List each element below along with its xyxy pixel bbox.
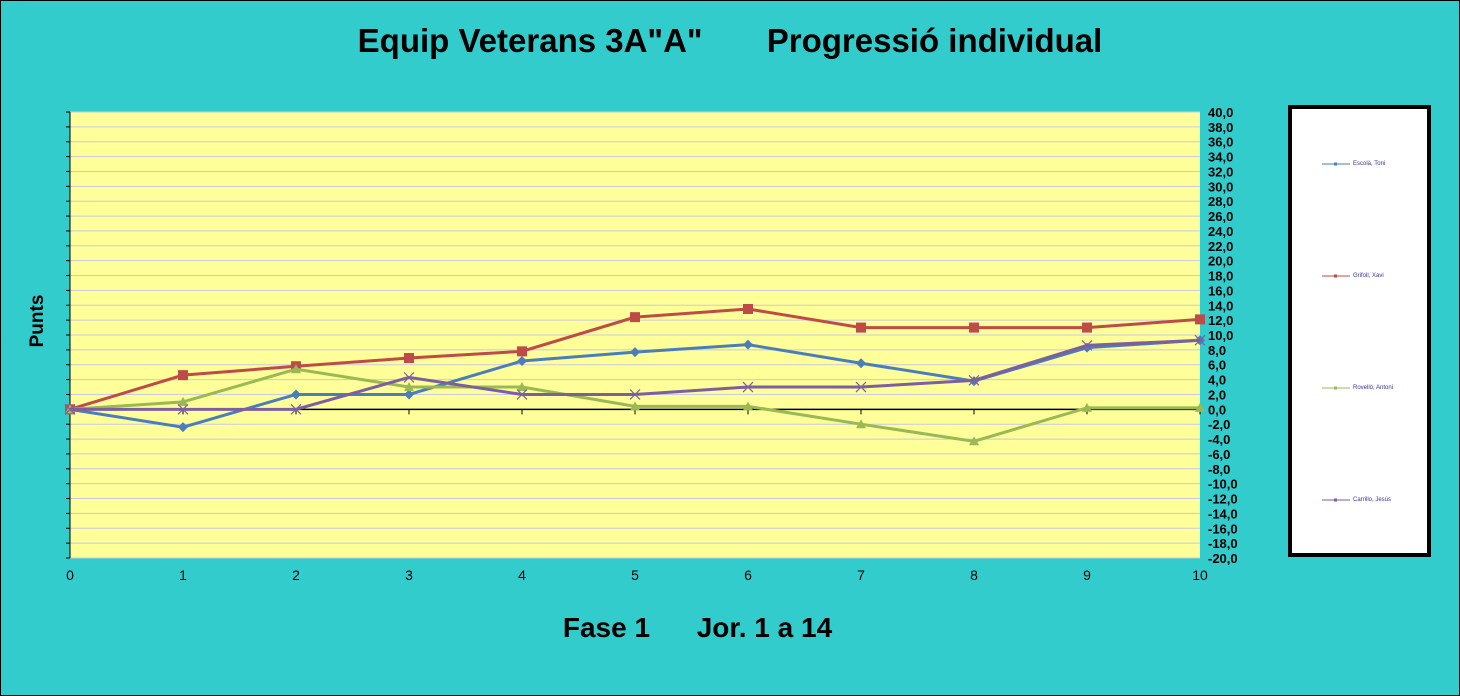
x-tick-label: 5 — [631, 567, 639, 583]
y-tick-label: 16,0 — [1208, 283, 1233, 298]
x-tick-label: 9 — [1083, 567, 1091, 583]
y-tick-label: 30,0 — [1208, 179, 1233, 194]
data-point — [404, 382, 414, 392]
y-tick-label: 28,0 — [1208, 194, 1233, 209]
y-tick-label: 24,0 — [1208, 224, 1233, 239]
data-point — [743, 303, 753, 314]
y-tick-label: -18,0 — [1208, 536, 1238, 551]
data-point — [630, 312, 640, 323]
y-tick-label: -14,0 — [1208, 506, 1238, 521]
data-point — [291, 364, 301, 374]
x-axis-title: Fase 1 Jor. 1 a 14 — [562, 612, 833, 643]
data-point — [1081, 339, 1093, 351]
y-tick-label: 38,0 — [1208, 120, 1233, 135]
data-point — [517, 356, 527, 367]
legend-swatch-icon — [1322, 498, 1350, 502]
x-tick-label: 0 — [66, 567, 74, 583]
x-tick-label: 7 — [857, 567, 865, 583]
data-point — [516, 389, 528, 400]
data-point — [629, 389, 641, 400]
y-tick-label: 20,0 — [1208, 254, 1233, 269]
y-tick-label: 12,0 — [1208, 313, 1233, 328]
data-point — [1082, 402, 1092, 412]
data-point — [630, 347, 640, 358]
data-point — [968, 374, 980, 386]
legend-label: Carrillo, Jesús — [1353, 497, 1392, 503]
legend-item: Carrillo, Jesús — [1322, 496, 1391, 504]
data-point — [290, 403, 302, 415]
data-point — [403, 371, 415, 383]
x-tick-label: 8 — [970, 567, 978, 583]
y-tick-label: -12,0 — [1208, 492, 1238, 507]
data-point — [630, 401, 640, 411]
y-tick-label: 0,0 — [1208, 402, 1226, 417]
y-tick-label: 4,0 — [1208, 373, 1226, 388]
y-tick-label: -16,0 — [1208, 521, 1238, 536]
data-point — [1082, 322, 1092, 333]
y-tick-label: -6,0 — [1208, 447, 1230, 462]
data-point — [743, 339, 753, 350]
chart-title: Equip Veterans 3A"A" Progressió individu… — [357, 22, 1103, 59]
data-point — [64, 403, 76, 415]
y-tick-label: 32,0 — [1208, 164, 1233, 179]
x-tick-label: 4 — [518, 567, 526, 583]
data-point — [291, 389, 301, 400]
data-point — [856, 419, 866, 429]
x-tick-label: 3 — [405, 567, 413, 583]
y-tick-label: 18,0 — [1208, 269, 1233, 284]
y-tick-label: 2,0 — [1208, 387, 1226, 402]
legend-item: Rovellò, Antoni — [1322, 384, 1393, 392]
y-tick-label: 22,0 — [1208, 239, 1233, 254]
data-point — [969, 436, 979, 446]
legend-item: Escolà, Toni — [1322, 160, 1385, 168]
x-tick-label: 2 — [292, 567, 300, 583]
y-tick-label: -20,0 — [1208, 551, 1238, 566]
y-tick-label: 8,0 — [1208, 343, 1226, 358]
data-point — [1195, 314, 1205, 325]
data-point — [743, 401, 753, 411]
y-tick-label: 6,0 — [1208, 358, 1226, 373]
y-tick-label: -4,0 — [1208, 432, 1230, 447]
legend-label: Rovellò, Antoni — [1353, 385, 1394, 391]
y-tick-label: 36,0 — [1208, 135, 1233, 150]
data-point — [404, 389, 414, 400]
y-tick-label: 14,0 — [1208, 298, 1233, 313]
legend-item: Grifoll, Xavi — [1322, 272, 1384, 280]
data-point — [856, 322, 866, 333]
y-tick-label: 26,0 — [1208, 209, 1233, 224]
data-point — [517, 346, 527, 357]
y-tick-label: -8,0 — [1208, 462, 1230, 477]
legend-label: Escolà, Toni — [1353, 161, 1386, 167]
legend-swatch-icon — [1322, 386, 1350, 390]
x-tick-label: 10 — [1192, 567, 1208, 583]
legend-label: Grifoll, Xavi — [1353, 273, 1384, 279]
data-point — [178, 370, 188, 381]
y-tick-label: -2,0 — [1208, 417, 1230, 432]
y-tick-label: 34,0 — [1208, 150, 1233, 165]
data-point — [1194, 334, 1206, 346]
data-point — [969, 322, 979, 333]
data-point — [856, 358, 866, 369]
legend-swatch-icon — [1322, 274, 1350, 278]
data-point — [517, 382, 527, 392]
data-point — [404, 353, 414, 364]
data-point — [742, 381, 754, 393]
data-point — [855, 381, 867, 393]
data-point — [1195, 402, 1205, 412]
y-tick-label: 10,0 — [1208, 328, 1233, 343]
data-point — [177, 403, 189, 415]
x-tick-label: 6 — [744, 567, 752, 583]
data-point — [178, 396, 188, 406]
y-tick-label: -10,0 — [1208, 477, 1238, 492]
legend-swatch-icon — [1322, 162, 1350, 166]
data-point — [178, 422, 188, 433]
y-tick-label: 40,0 — [1208, 105, 1233, 120]
x-tick-label: 1 — [179, 567, 187, 583]
legend: Escolà, Toni Grifoll, Xavi Rovellò, Antoni… — [1288, 105, 1431, 557]
